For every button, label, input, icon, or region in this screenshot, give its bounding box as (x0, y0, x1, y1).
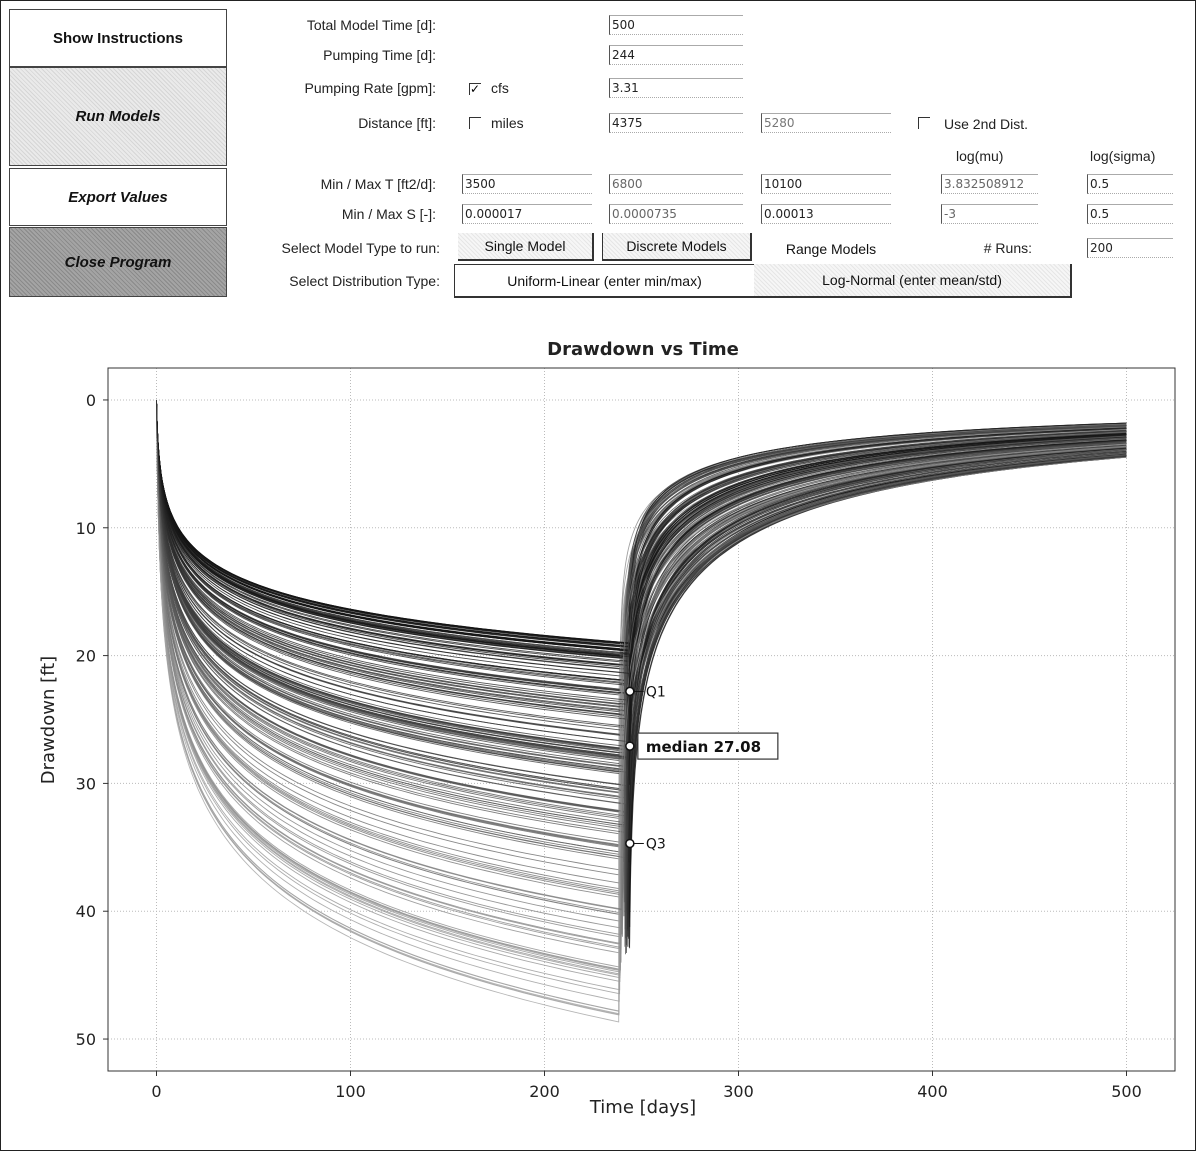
y-tick-label: 30 (76, 774, 96, 793)
x-tick-label: 200 (529, 1082, 560, 1101)
runs-label: # Runs: (983, 240, 1032, 256)
pumping-rate-input[interactable]: 3.31 (609, 78, 743, 98)
drawdown-curve (156, 400, 1127, 1012)
minmax-s-label: Min / Max S [-]: (341, 206, 436, 222)
y-tick-label: 40 (76, 902, 96, 921)
pumping-time-input[interactable]: 244 (609, 45, 743, 65)
show-instructions-label: Show Instructions (52, 29, 183, 47)
drawdown-curve (156, 400, 1127, 833)
export-values-label: Export Values (68, 188, 168, 206)
x-axis-label: Time [days] (589, 1097, 696, 1118)
range-models-label: Range Models (785, 241, 877, 257)
miles-label: miles (491, 115, 524, 131)
s-max-input[interactable]: 0.00013 (761, 204, 891, 224)
x-tick-label: 0 (151, 1082, 161, 1101)
drawdown-curve (156, 400, 1127, 862)
export-values-button[interactable]: Export Values (9, 168, 227, 226)
drawdown-curve (156, 400, 1127, 910)
total-time-input[interactable]: 500 (609, 15, 743, 35)
drawdown-curve (156, 400, 1127, 785)
log-mu-header: log(mu) (956, 148, 1004, 164)
quantile-label: Q1 (646, 684, 666, 700)
drawdown-curve (156, 400, 1127, 743)
use-2nd-dist-label: Use 2nd Dist. (944, 116, 1029, 132)
discrete-models-button[interactable]: Discrete Models (602, 233, 752, 261)
drawdown-curve (156, 400, 1127, 826)
chart-title: Drawdown vs Time (547, 339, 739, 360)
run-models-button[interactable]: Run Models (9, 67, 227, 166)
x-tick-label: 500 (1111, 1082, 1142, 1101)
runs-input[interactable]: 200 (1087, 238, 1173, 258)
run-models-label: Run Models (75, 108, 161, 125)
log-sigma-header: log(sigma) (1090, 148, 1156, 164)
drawdown-curve (156, 400, 1127, 912)
t-max-input[interactable]: 10100 (761, 174, 891, 194)
plot-area-frame (107, 367, 1176, 1072)
s-log-mu-input[interactable]: -3 (941, 204, 1038, 224)
distance-input-1[interactable]: 4375 (609, 113, 743, 133)
y-tick-label: 20 (76, 647, 96, 666)
drawdown-curve (156, 400, 1127, 828)
uniform-linear-label: Uniform-Linear (enter min/max) (507, 272, 702, 289)
pumping-rate-label: Pumping Rate [gpm]: (304, 80, 436, 96)
y-axis-label: Drawdown [ft] (38, 656, 59, 784)
y-tick-label: 0 (86, 391, 96, 410)
y-tick-label: 50 (76, 1030, 96, 1049)
pumping-time-label: Pumping Time [d]: (323, 47, 436, 63)
drawdown-curve (156, 400, 1127, 863)
close-program-label: Close Program (64, 253, 172, 271)
uniform-linear-button[interactable]: Uniform-Linear (enter min/max) (454, 264, 754, 298)
x-tick-label: 100 (335, 1082, 366, 1101)
s-log-sigma-input[interactable]: 0.5 (1087, 204, 1173, 224)
t-mid-input[interactable]: 6800 (609, 174, 743, 194)
minmax-t-label: Min / Max T [ft2/d]: (320, 176, 436, 192)
drawdown-curve (156, 400, 1127, 669)
discrete-models-label: Discrete Models (626, 238, 727, 254)
x-tick-label: 400 (917, 1082, 948, 1101)
s-min-input[interactable]: 0.000017 (462, 204, 592, 224)
check-mark-icon: ✓ (470, 82, 481, 96)
drawdown-curve (156, 400, 1127, 963)
use-2nd-dist-checkbox[interactable] (918, 117, 930, 129)
quantile-marker (625, 838, 635, 849)
drawdown-curve (156, 400, 1127, 938)
show-instructions-button[interactable]: Show Instructions (9, 9, 227, 67)
model-type-label: Select Model Type to run: (281, 240, 441, 256)
drawdown-curve (156, 400, 1127, 666)
y-tick-label: 10 (76, 519, 96, 538)
quantile-marker (625, 741, 635, 751)
quantile-marker (625, 686, 635, 697)
log-normal-button[interactable]: Log-Normal (enter mean/std) (754, 264, 1072, 298)
quantile-label: Q3 (646, 836, 666, 852)
total-time-label: Total Model Time [d]: (306, 17, 436, 33)
distance-label: Distance [ft]: (358, 115, 436, 131)
drawdown-curve (156, 400, 1127, 706)
distance-input-2[interactable]: 5280 (761, 113, 891, 133)
single-model-label: Single Model (484, 238, 566, 254)
cfs-label: cfs (491, 80, 509, 96)
drawdown-curve (156, 400, 1127, 950)
range-models-button[interactable]: Range Models (756, 235, 906, 263)
t-log-mu-input[interactable]: 3.832508912 (941, 174, 1038, 194)
median-label-box (637, 732, 779, 760)
x-tick-label: 300 (723, 1082, 754, 1101)
miles-checkbox[interactable] (469, 117, 481, 129)
close-program-button[interactable]: Close Program (9, 227, 227, 297)
single-model-button[interactable]: Single Model (458, 233, 594, 261)
s-mid-input[interactable]: 0.0000735 (609, 204, 743, 224)
cfs-checkbox[interactable]: ✓ (469, 83, 481, 95)
t-log-sigma-input[interactable]: 0.5 (1087, 174, 1173, 194)
t-min-input[interactable]: 3500 (462, 174, 592, 194)
drawdown-chart: 0 100 200 300 400 500 0 10 20 30 40 50 Drawdown vs … (38, 339, 1176, 1118)
log-normal-label: Log-Normal (enter mean/std) (822, 272, 1002, 288)
distribution-type-label: Select Distribution Type: (289, 273, 440, 289)
median-label: median 27.08 (646, 738, 761, 756)
drawdown-curve (156, 400, 1127, 1012)
